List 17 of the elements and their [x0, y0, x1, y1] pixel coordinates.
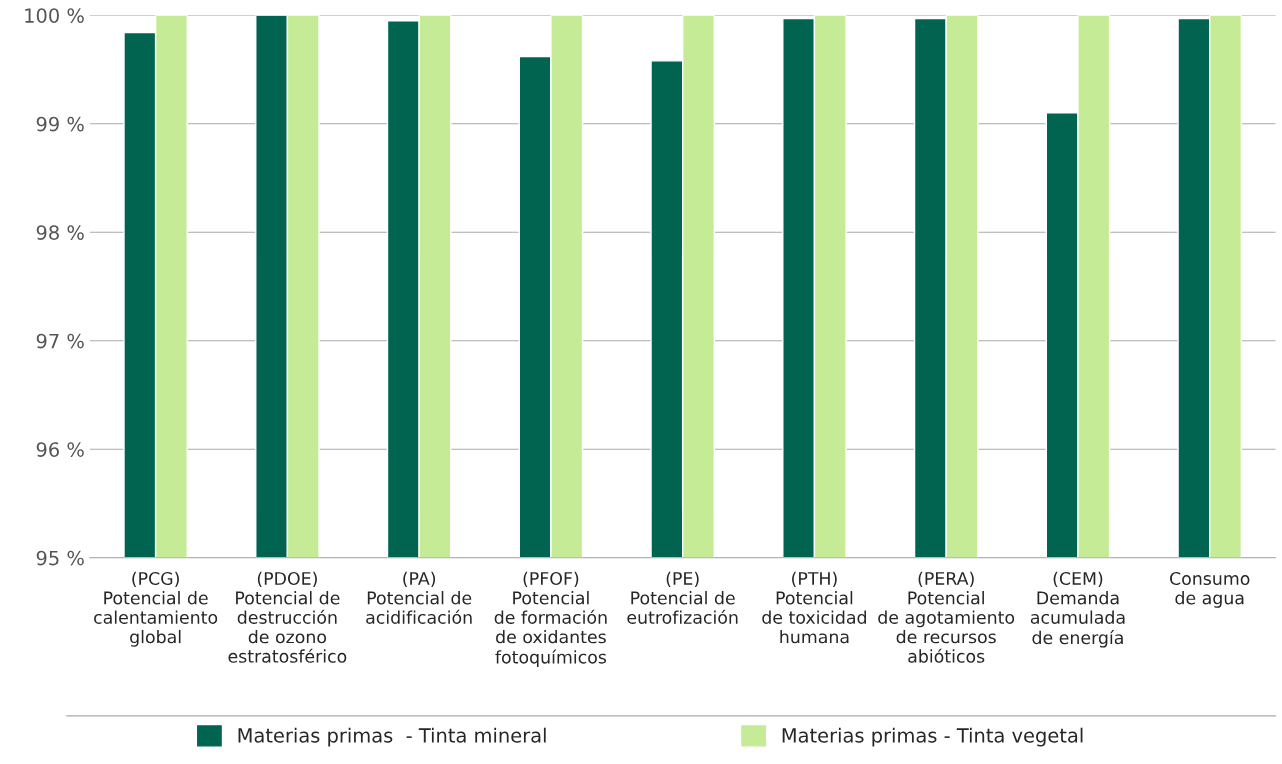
x-tick-label: (PDOE) Potencial de destrucción de ozono estratosférico [228, 571, 347, 663]
x-tick-label: (PERA) Potencial de agotamiento de recursos abióticos [878, 571, 1015, 663]
y-tick-label: 98 % [36, 225, 84, 240]
x-tick-label: (PCG) Potencial de calentamiento global [94, 571, 218, 647]
x-tick-label: (PE) Potencial de eutrofización [627, 571, 738, 624]
x-tick-label: Consumo de agua [1170, 571, 1250, 608]
y-tick-label: 95 % [36, 550, 84, 566]
y-tick-label: 99 % [36, 116, 84, 132]
legend-label: Materias primas - Tinta mineral [238, 727, 546, 747]
y-tick-label: 97 % [36, 333, 84, 349]
x-tick-label: (PFOF) Potencial de formación de oxidantes fotoquímicos [494, 571, 607, 668]
x-tick-label: (PTH) Potencial de toxicidad humana [762, 571, 866, 644]
x-tick-label: (CEM) Demanda acumulada de energía [1030, 571, 1125, 648]
y-tick-label: 100 % [25, 8, 84, 23]
y-tick-label: 96 % [36, 442, 84, 457]
legend-label: Materias primas - Tinta vegetal [782, 727, 1083, 747]
x-tick-label: (PA) Potencial de acidificación [366, 571, 472, 624]
